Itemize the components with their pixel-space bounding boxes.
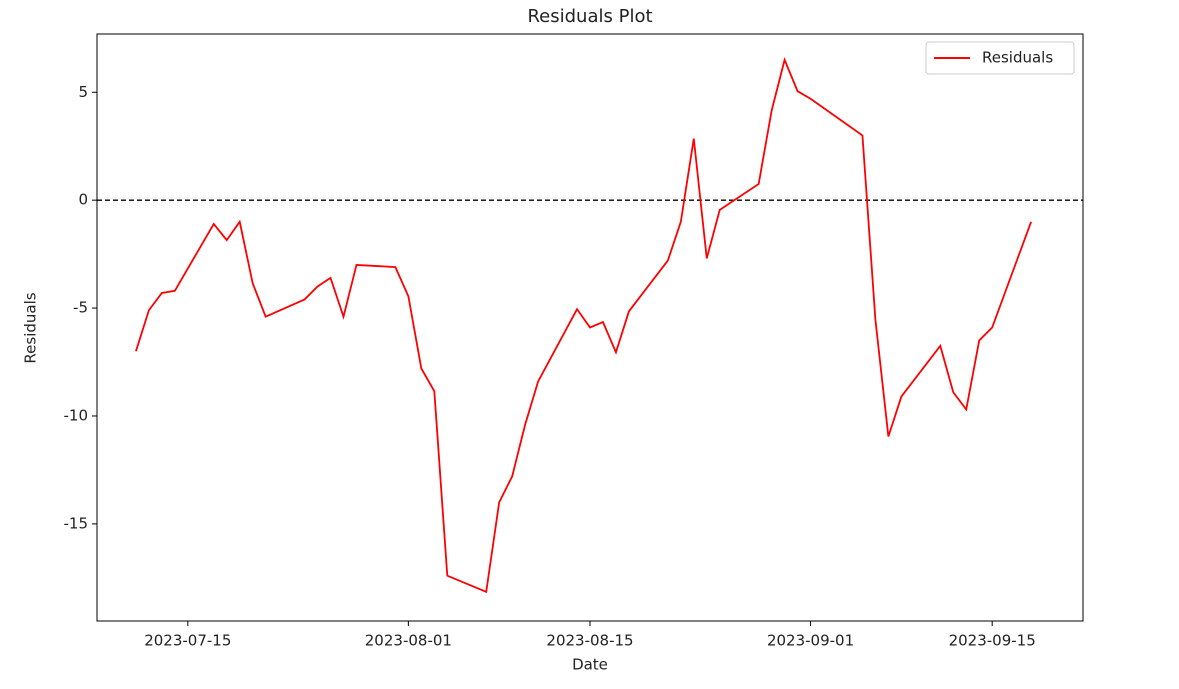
x-tick-label: 2023-08-01 bbox=[365, 632, 452, 650]
data-line bbox=[135, 57, 1032, 594]
x-tick-label: 2023-08-15 bbox=[546, 632, 633, 650]
y-tick-label: 0 bbox=[78, 191, 88, 209]
x-tick-label: 2023-09-15 bbox=[949, 632, 1036, 650]
legend-label: Residuals bbox=[982, 49, 1053, 67]
x-axis-label: Date bbox=[572, 656, 608, 674]
y-tick-label: 5 bbox=[78, 83, 88, 101]
y-tick-label: -5 bbox=[73, 299, 88, 317]
x-tick-label: 2023-07-15 bbox=[144, 632, 231, 650]
legend bbox=[925, 41, 1075, 75]
y-tick-label: -10 bbox=[64, 406, 89, 424]
y-tick-label: -15 bbox=[64, 514, 89, 532]
chart-title: Residuals Plot bbox=[527, 6, 652, 27]
x-tick-label: 2023-09-01 bbox=[767, 632, 854, 650]
y-axis-label: Residuals bbox=[22, 292, 40, 363]
